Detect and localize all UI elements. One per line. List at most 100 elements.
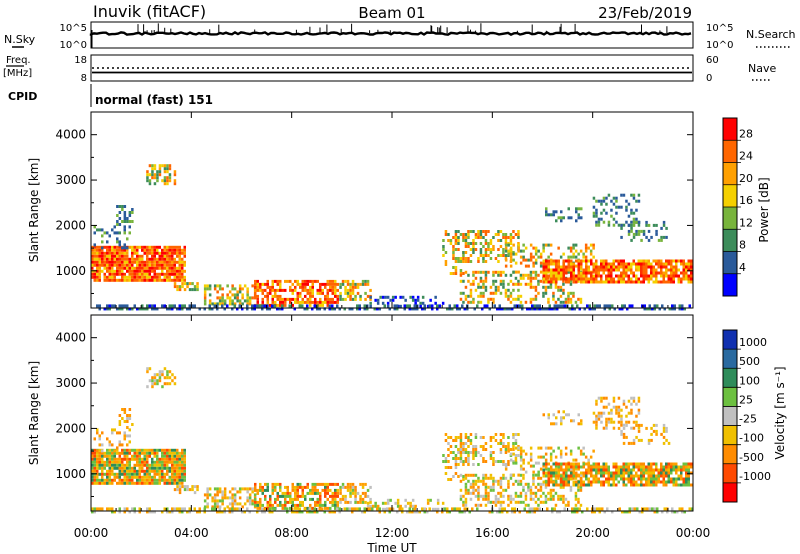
scatter-cell xyxy=(151,248,154,252)
scatter-cell xyxy=(552,280,555,284)
scatter-cell xyxy=(148,275,151,279)
scatter-cell xyxy=(567,468,570,472)
scatter-cell xyxy=(261,291,264,295)
scatter-cell xyxy=(163,475,166,479)
scatter-cell xyxy=(296,494,299,498)
scatter-cell xyxy=(524,482,528,486)
scatter-cell xyxy=(514,479,518,483)
scatter-cell xyxy=(585,268,588,272)
scatter-cell xyxy=(128,457,131,461)
scatter-cell xyxy=(268,507,271,511)
scatter-cell xyxy=(452,236,455,239)
scatter-cell xyxy=(459,233,463,236)
scatter-cell xyxy=(454,233,458,236)
scatter-cell xyxy=(550,262,553,266)
scatter-cell xyxy=(625,414,628,418)
scatter-cell xyxy=(118,248,121,252)
scatter-cell xyxy=(316,497,319,501)
scatter-cell xyxy=(630,471,633,475)
scatter-cell xyxy=(284,494,287,498)
scatter-cell xyxy=(351,485,355,489)
scatter-cell xyxy=(544,288,548,292)
scatter-cell xyxy=(324,285,327,289)
scatter-cell xyxy=(463,507,466,511)
scatter-cell xyxy=(612,480,615,484)
scatter-cell xyxy=(133,457,136,461)
scatter-cell xyxy=(517,433,520,436)
scatter-cell xyxy=(221,490,224,494)
scatter-cell xyxy=(469,254,473,257)
scatter-cell xyxy=(477,260,480,263)
scatter-cell xyxy=(448,304,451,308)
scatter-cell xyxy=(565,268,568,272)
scatter-cell xyxy=(178,269,181,273)
scatter-cell xyxy=(678,507,681,511)
scatter-cell xyxy=(545,213,548,217)
scatter-cell xyxy=(186,285,189,289)
scatter-cell xyxy=(151,304,154,308)
scatter-cell xyxy=(191,488,194,492)
scatter-cell xyxy=(555,462,558,466)
scatter-cell xyxy=(567,262,570,266)
scatter-cell xyxy=(163,170,167,174)
scatter-cell xyxy=(602,468,605,472)
scatter-cell xyxy=(565,477,568,481)
scatter-cell xyxy=(279,288,282,292)
scatter-cell xyxy=(552,449,555,453)
scatter-cell xyxy=(469,497,473,501)
scatter-cell xyxy=(579,473,583,477)
scatter-cell xyxy=(456,304,459,308)
scatter-cell xyxy=(359,497,362,501)
scatter-cell xyxy=(166,507,169,511)
scatter-cell xyxy=(611,510,614,514)
scatter-cell xyxy=(121,254,124,258)
scatter-cell xyxy=(166,466,169,470)
scatter-cell xyxy=(153,164,157,168)
scatter-cell xyxy=(178,248,181,252)
scatter-cell xyxy=(168,248,171,252)
scatter-cell xyxy=(288,304,291,308)
scatter-cell xyxy=(560,216,563,220)
scatter-cell xyxy=(163,472,166,476)
scatter-cell xyxy=(349,488,352,492)
scatter-cell xyxy=(632,280,635,284)
scatter-cell xyxy=(354,297,357,301)
scatter-cell xyxy=(148,510,151,514)
scatter-cell xyxy=(271,506,274,510)
scatter-cell xyxy=(452,257,455,260)
scatter-cell xyxy=(507,249,510,253)
scatter-cell xyxy=(499,491,503,495)
scatter-cell xyxy=(630,271,633,275)
scatter-cell xyxy=(464,270,468,274)
scatter-cell xyxy=(656,304,659,308)
scatter-cell xyxy=(361,485,365,489)
scatter-cell xyxy=(462,236,465,239)
scatter-cell xyxy=(469,491,473,495)
scatter-cell xyxy=(630,426,633,430)
scatter-cell xyxy=(572,458,575,462)
scatter-cell xyxy=(96,245,99,249)
scatter-cell xyxy=(96,228,99,232)
scatter-cell xyxy=(640,471,643,475)
scatter-cell xyxy=(542,277,545,281)
scatter-cell xyxy=(662,429,666,433)
scatter-cell xyxy=(529,273,533,277)
scatter-cell xyxy=(116,237,119,241)
scatter-cell xyxy=(650,462,653,466)
scatter-cell xyxy=(203,302,207,306)
scatter-cell xyxy=(274,485,277,489)
scatter-cell xyxy=(549,491,553,495)
scatter-cell xyxy=(565,471,568,475)
scatter-cell xyxy=(181,460,184,464)
scatter-cell xyxy=(138,245,141,249)
scatter-cell xyxy=(630,208,633,212)
scatter-cell xyxy=(519,273,523,277)
scatter-cell xyxy=(156,466,159,470)
scatter-cell xyxy=(642,232,646,236)
scatter-cell xyxy=(567,474,570,478)
scatter-cell xyxy=(171,257,174,261)
scatter-cell xyxy=(161,454,164,458)
scatter-cell xyxy=(632,211,636,215)
scatter-cell xyxy=(251,499,254,503)
scatter-cell xyxy=(336,494,339,498)
